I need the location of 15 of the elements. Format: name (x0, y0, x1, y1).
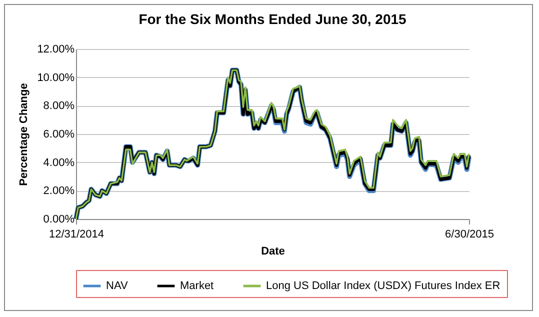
y-tick-label: 4.00% (43, 156, 75, 169)
y-tick-label: 2.00% (43, 185, 75, 198)
x-tick-label: 12/31/2014 (48, 228, 104, 240)
y-tick-label: 12.00% (37, 44, 75, 56)
legend-label: Long US Dollar Index (USDX) Futures Index ER (266, 280, 500, 292)
y-axis-title: Percentage Change (18, 83, 30, 186)
y-tick-label: 8.00% (43, 100, 75, 112)
y-tick-label: 6.00% (43, 128, 75, 140)
x-axis-title: Date (261, 246, 285, 258)
y-tick-label: 10.00% (37, 72, 75, 84)
legend-label: Market (180, 280, 214, 292)
y-tick-label: 0.00% (43, 214, 75, 226)
x-tick-label: 6/30/2015 (445, 228, 494, 240)
chart-title: For the Six Months Ended June 30, 2015 (138, 11, 407, 27)
legend-label: NAV (106, 280, 128, 292)
